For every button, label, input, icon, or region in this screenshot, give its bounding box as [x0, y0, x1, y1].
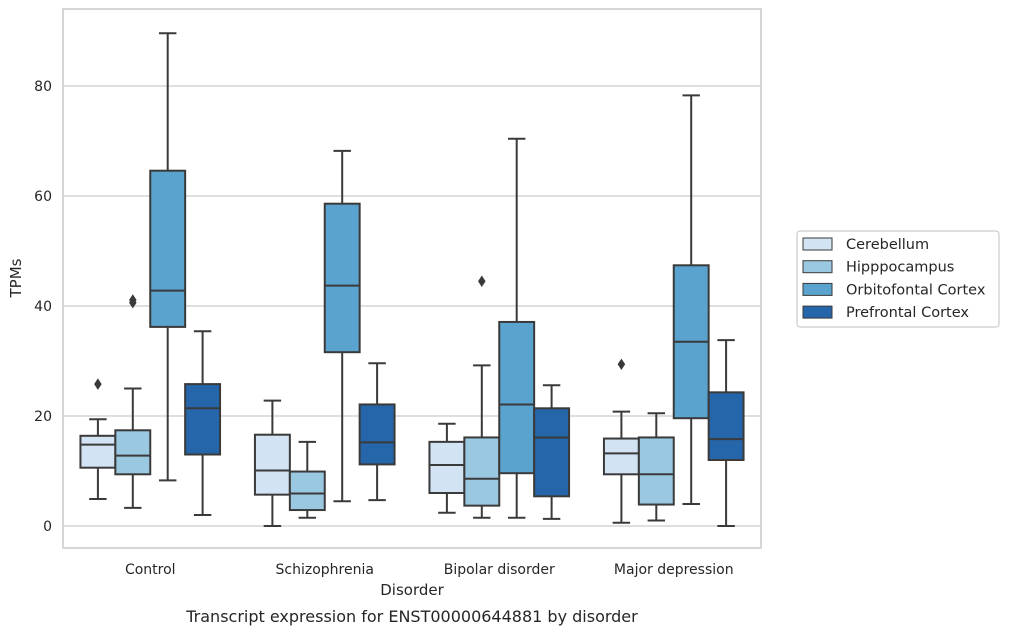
x-axis-label: Disorder: [380, 581, 444, 599]
box-prefrontal-cortex-1: [358, 362, 396, 502]
box-prefrontal-cortex-0: [184, 330, 222, 516]
y-tick-label: 60: [34, 189, 52, 205]
box-iqr: [428, 440, 466, 495]
box-cerebellum-3: [602, 358, 640, 524]
y-tick-label: 40: [34, 299, 52, 315]
x-tick-label: Schizophrenia: [276, 562, 374, 578]
x-tick-label: Major depression: [614, 562, 734, 578]
outlier-point: [129, 294, 137, 306]
legend-label: Hipppocampus: [846, 260, 954, 276]
box-iqr: [323, 202, 361, 354]
outlier-point: [94, 378, 102, 390]
legend-swatch: [802, 237, 833, 251]
y-tick-label: 80: [34, 79, 52, 95]
box-orbitofontal-cortex-3: [672, 94, 710, 505]
box-iqr: [253, 433, 291, 496]
box-prefrontal-cortex-3: [707, 339, 745, 527]
box-hipppocampus-2: [463, 275, 501, 519]
plot-area: [79, 32, 745, 527]
legend-swatch: [802, 282, 833, 296]
legend: Cerebellum Hipppocampus Orbitofontal Corte…: [796, 230, 1000, 328]
legend-label: Cerebellum: [846, 237, 929, 253]
y-axis-label: TPMs: [7, 258, 25, 298]
box-hipppocampus-3: [637, 412, 675, 522]
box-iqr: [184, 383, 222, 456]
box-iqr: [288, 470, 326, 512]
box-orbitofontal-cortex-2: [498, 137, 536, 519]
x-tick-label: Control: [125, 562, 176, 578]
x-axis-ticks: Control Schizophrenia Bipolar disorder Majo…: [125, 562, 734, 578]
legend-frame: [796, 230, 1000, 328]
box-iqr: [602, 437, 640, 476]
box-iqr: [707, 391, 745, 462]
box-iqr: [114, 429, 152, 476]
box-iqr: [498, 320, 536, 475]
box-iqr: [79, 434, 117, 469]
chart-caption: Transcript expression for ENST0000064488…: [185, 607, 638, 626]
outlier-point: [617, 358, 626, 371]
y-axis-ticks: 0 20 40 60 80: [34, 79, 52, 535]
box-orbitofontal-cortex-0: [149, 32, 187, 482]
box-hipppocampus-1: [288, 440, 326, 519]
box-iqr: [637, 436, 675, 506]
legend-label: Prefrontal Cortex: [846, 305, 969, 321]
outlier-point: [478, 275, 486, 287]
legend-swatch: [802, 260, 833, 274]
box-cerebellum-1: [253, 399, 291, 527]
box-iqr: [533, 407, 571, 498]
x-tick-label: Bipolar disorder: [444, 562, 555, 578]
y-tick-label: 0: [43, 519, 52, 535]
box-iqr: [358, 403, 396, 466]
box-prefrontal-cortex-2: [533, 384, 571, 520]
box-cerebellum-2: [428, 422, 466, 514]
legend-label: Orbitofontal Cortex: [846, 282, 986, 298]
box-hipppocampus-0: [114, 294, 152, 509]
box-iqr: [463, 436, 501, 507]
box-iqr: [149, 169, 187, 328]
box-cerebellum-0: [79, 378, 117, 501]
legend-swatch: [802, 305, 833, 319]
y-tick-label: 20: [34, 409, 52, 425]
plot-frame: [62, 8, 762, 549]
box-orbitofontal-cortex-1: [323, 149, 361, 503]
